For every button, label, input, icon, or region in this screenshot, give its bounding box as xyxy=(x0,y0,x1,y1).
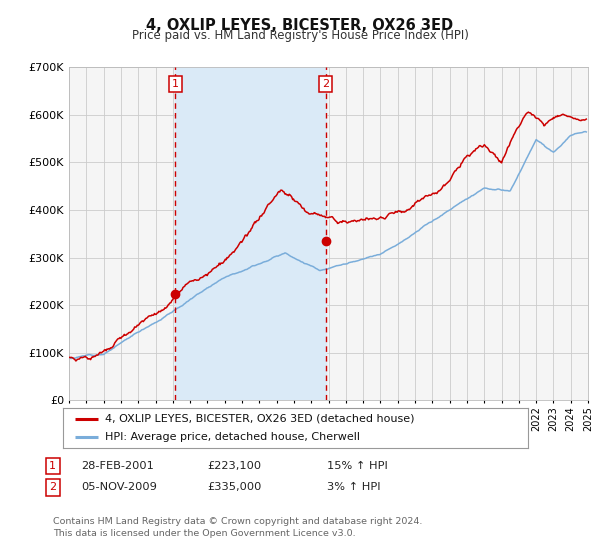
Text: 4, OXLIP LEYES, BICESTER, OX26 3ED: 4, OXLIP LEYES, BICESTER, OX26 3ED xyxy=(146,18,454,33)
Text: 2: 2 xyxy=(49,482,56,492)
Text: 1: 1 xyxy=(49,461,56,471)
Text: Contains HM Land Registry data © Crown copyright and database right 2024.: Contains HM Land Registry data © Crown c… xyxy=(53,517,422,526)
Text: 28-FEB-2001: 28-FEB-2001 xyxy=(81,461,154,471)
Text: Price paid vs. HM Land Registry's House Price Index (HPI): Price paid vs. HM Land Registry's House … xyxy=(131,29,469,42)
Text: This data is licensed under the Open Government Licence v3.0.: This data is licensed under the Open Gov… xyxy=(53,529,355,538)
Text: HPI: Average price, detached house, Cherwell: HPI: Average price, detached house, Cher… xyxy=(105,432,360,442)
Text: 05-NOV-2009: 05-NOV-2009 xyxy=(81,482,157,492)
Text: 3% ↑ HPI: 3% ↑ HPI xyxy=(327,482,380,492)
Text: 15% ↑ HPI: 15% ↑ HPI xyxy=(327,461,388,471)
Bar xyxy=(175,67,326,400)
Text: 4, OXLIP LEYES, BICESTER, OX26 3ED (detached house): 4, OXLIP LEYES, BICESTER, OX26 3ED (deta… xyxy=(105,414,415,423)
Text: 1: 1 xyxy=(172,79,179,89)
Text: £223,100: £223,100 xyxy=(207,461,261,471)
Text: 2: 2 xyxy=(322,79,329,89)
Text: £335,000: £335,000 xyxy=(207,482,262,492)
